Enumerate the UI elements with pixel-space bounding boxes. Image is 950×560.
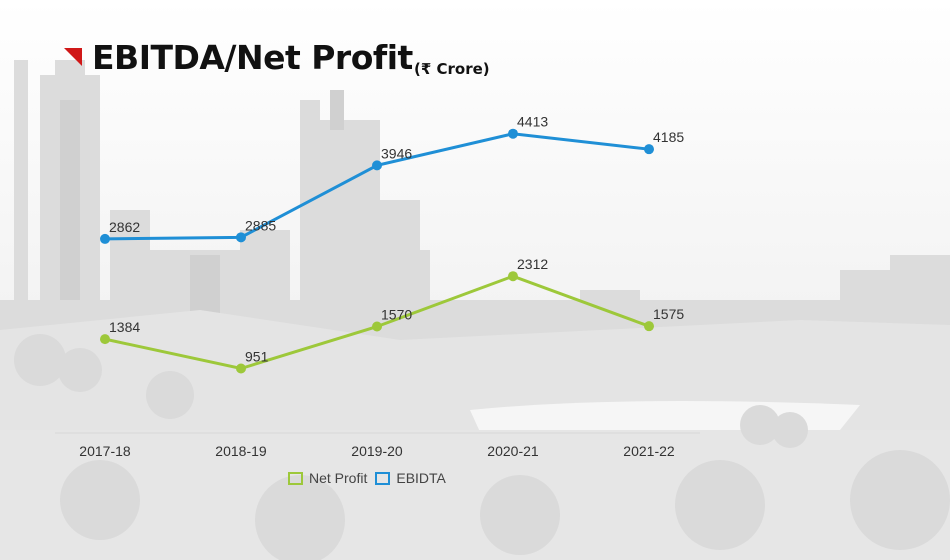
data-point-net_profit[interactable]: [236, 363, 246, 374]
data-label-ebitda: 4413: [517, 114, 548, 130]
chart-unit-label: (₹ Crore): [414, 60, 490, 78]
x-tick-label: 2018-19: [215, 443, 267, 459]
title-flag-icon: [64, 48, 82, 66]
chart-title: EBITDA/Net Profit: [92, 38, 413, 77]
legend-item-ebidta[interactable]: EBIDTA: [375, 470, 446, 486]
x-tick-label: 2019-20: [351, 443, 403, 459]
data-point-ebitda[interactable]: [508, 128, 518, 139]
data-point-ebitda[interactable]: [236, 232, 246, 243]
x-tick-label: 2020-21: [487, 443, 539, 459]
data-point-net_profit[interactable]: [644, 321, 654, 332]
x-tick-label: 2017-18: [79, 443, 131, 459]
data-label-ebitda: 2885: [245, 217, 276, 233]
data-label-net_profit: 1575: [653, 306, 684, 322]
series-line-ebitda: [104, 132, 650, 241]
legend-item-net-profit[interactable]: Net Profit: [288, 470, 367, 486]
data-point-ebitda[interactable]: [100, 233, 110, 244]
data-label-ebitda: 2862: [109, 219, 140, 235]
legend-swatch-net-profit: [288, 471, 303, 485]
data-point-net_profit[interactable]: [372, 321, 382, 332]
data-label-net_profit: 1570: [381, 307, 412, 323]
x-tick-label: 2021-22: [623, 443, 675, 459]
legend-label-ebidta: EBIDTA: [396, 470, 446, 486]
legend-label-net-profit: Net Profit: [309, 470, 368, 486]
data-point-ebitda[interactable]: [644, 144, 654, 155]
data-label-net_profit: 2312: [517, 256, 548, 272]
data-label-ebitda: 3946: [381, 145, 412, 161]
data-point-net_profit[interactable]: [100, 334, 110, 345]
data-point-net_profit[interactable]: [508, 271, 518, 282]
legend-swatch-ebidta: [375, 471, 391, 485]
data-label-net_profit: 1384: [109, 319, 140, 335]
data-label-ebitda: 4185: [653, 129, 684, 145]
data-label-net_profit: 951: [245, 349, 269, 365]
chart-legend: Net Profit EBIDTA: [288, 470, 446, 486]
data-point-ebitda[interactable]: [372, 160, 382, 171]
